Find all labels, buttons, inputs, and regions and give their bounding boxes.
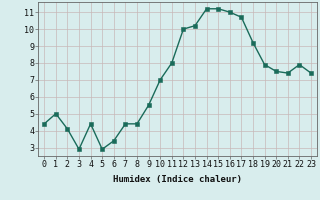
X-axis label: Humidex (Indice chaleur): Humidex (Indice chaleur): [113, 175, 242, 184]
